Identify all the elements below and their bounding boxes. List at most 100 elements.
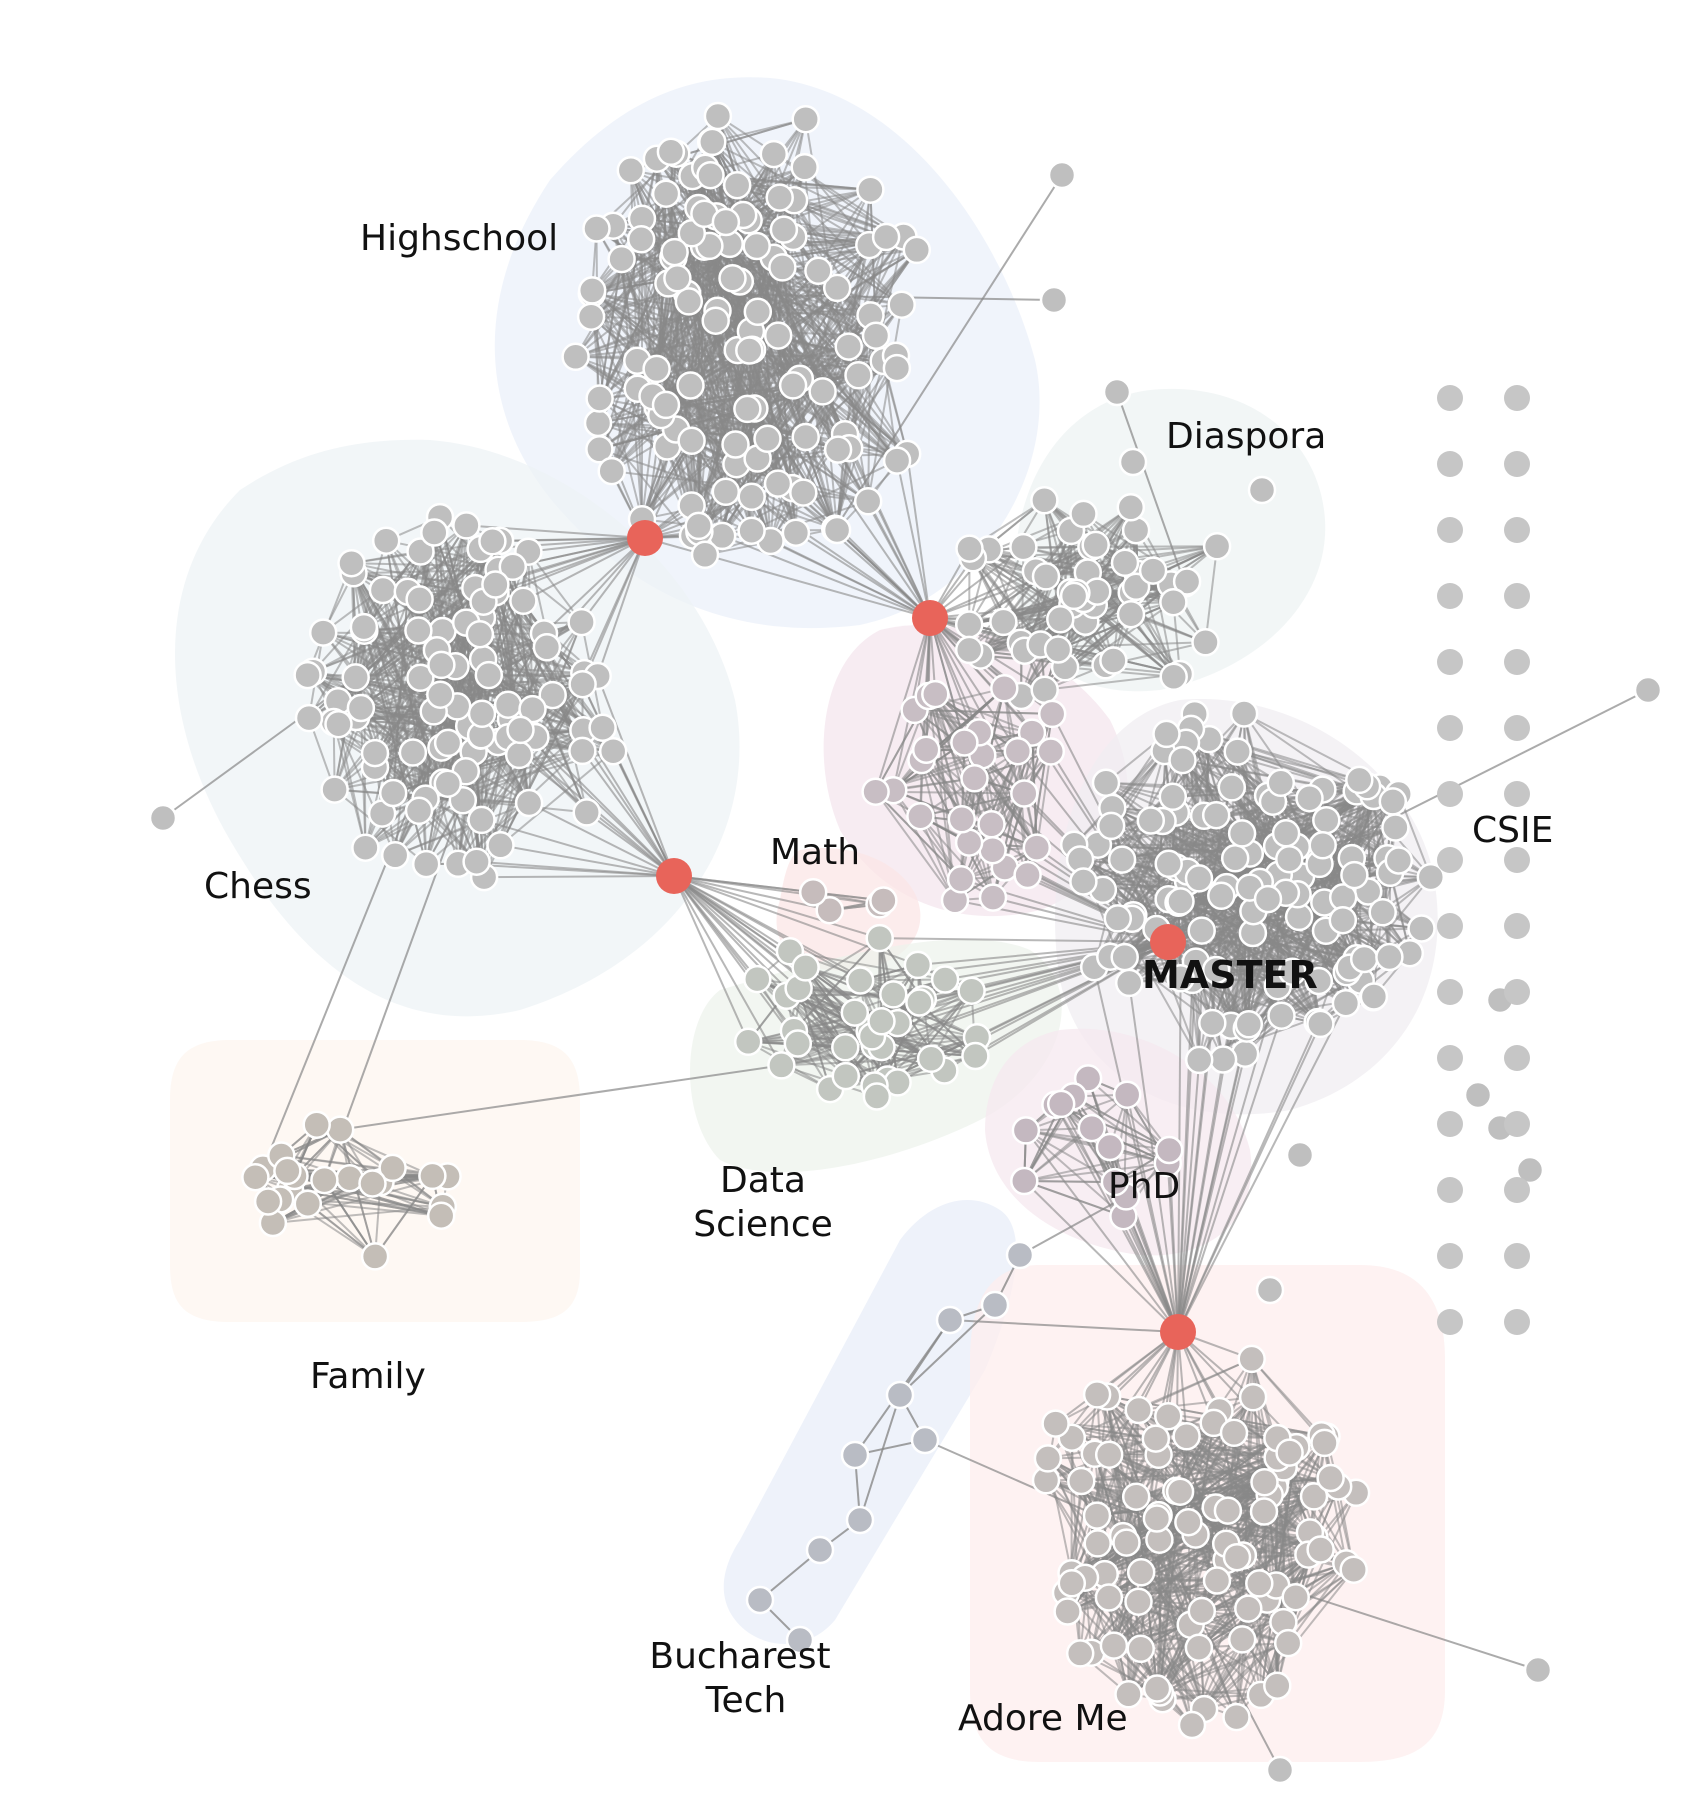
graph-node xyxy=(1116,599,1146,629)
graph-node xyxy=(1331,988,1361,1018)
graph-node xyxy=(946,865,976,894)
graph-node xyxy=(1112,1080,1142,1109)
graph-node xyxy=(1306,1535,1335,1564)
graph-node xyxy=(1159,587,1188,617)
edge xyxy=(610,213,706,472)
edge xyxy=(804,436,931,619)
edge xyxy=(920,792,1025,818)
graph-node xyxy=(677,426,706,456)
edge xyxy=(929,570,1037,619)
graph-node xyxy=(1114,1680,1143,1709)
graph-node xyxy=(1255,1275,1285,1305)
graph-node xyxy=(1172,567,1202,596)
edge xyxy=(673,875,783,1066)
graph-node xyxy=(1114,968,1144,998)
graph-node xyxy=(651,390,681,420)
graph-node xyxy=(1208,1045,1238,1074)
edge xyxy=(1191,1548,1322,1726)
graph-node xyxy=(1304,966,1334,996)
hub-nodes xyxy=(627,520,1196,1350)
graph-node xyxy=(781,518,811,547)
edge xyxy=(337,723,367,848)
graph-node xyxy=(273,1156,302,1186)
hub-node xyxy=(656,858,692,894)
graph-node xyxy=(1285,1140,1315,1170)
edge xyxy=(721,534,931,619)
graph-node xyxy=(903,950,933,980)
graph-node xyxy=(1046,1089,1076,1119)
graph-node xyxy=(1107,845,1137,874)
graph-node xyxy=(1005,1240,1035,1270)
graph-node xyxy=(1065,1639,1095,1668)
edge xyxy=(1071,1331,1179,1439)
graph-node xyxy=(791,953,820,982)
edge xyxy=(968,530,1072,651)
edge xyxy=(1113,1521,1190,1647)
graph-node xyxy=(778,371,808,400)
edge xyxy=(1243,712,1358,793)
edge xyxy=(1024,1149,1170,1182)
graph-node xyxy=(325,1115,355,1144)
edge xyxy=(1019,1195,1127,1256)
graph-node xyxy=(1349,944,1379,974)
csie-node xyxy=(1437,451,1463,477)
graph-node xyxy=(831,1061,861,1091)
graph-node xyxy=(791,104,820,134)
graph-node xyxy=(341,663,370,692)
edge xyxy=(481,818,675,877)
graph-node xyxy=(703,101,733,131)
edge xyxy=(896,460,931,619)
edge xyxy=(499,754,521,846)
graph-node xyxy=(1154,849,1183,879)
edge xyxy=(1072,1095,1170,1151)
graph-node xyxy=(905,988,934,1017)
edge xyxy=(1035,751,1052,848)
graph-node xyxy=(498,552,528,582)
graph-node xyxy=(294,703,324,733)
edge xyxy=(949,1319,1179,1333)
edge xyxy=(896,990,973,1084)
graph-node xyxy=(815,895,844,925)
graph-node xyxy=(1069,867,1098,896)
graph-node xyxy=(597,456,626,486)
graph-node xyxy=(1266,768,1296,798)
graph-node xyxy=(1267,1001,1296,1030)
graph-node xyxy=(1207,881,1236,911)
graph-node xyxy=(427,650,456,680)
graph-node xyxy=(509,586,538,616)
graph-node xyxy=(1184,864,1214,893)
graph-node xyxy=(1234,1594,1263,1623)
graph-node xyxy=(711,207,741,237)
graph-node xyxy=(1011,1116,1041,1145)
graph-node xyxy=(349,612,379,642)
graph-node xyxy=(768,253,797,282)
graph-node xyxy=(804,256,833,286)
graph-node xyxy=(1245,1569,1274,1598)
graph-node xyxy=(759,139,789,169)
graph-node xyxy=(930,965,960,994)
hub-node xyxy=(1150,924,1186,960)
csie-node xyxy=(1437,913,1463,939)
csie-node xyxy=(1504,781,1530,807)
graph-node xyxy=(420,518,449,547)
graph-node xyxy=(474,660,504,690)
edge xyxy=(892,789,956,901)
edge xyxy=(591,315,716,322)
edge xyxy=(363,524,468,628)
graph-node xyxy=(950,728,979,757)
edge xyxy=(1177,1331,1279,1439)
graph-node xyxy=(1095,1132,1125,1162)
graph-node xyxy=(656,137,686,167)
graph-nodes xyxy=(148,101,1663,1785)
edge xyxy=(492,537,646,543)
graph-node xyxy=(426,680,455,709)
graph-node xyxy=(869,886,898,915)
csie-node xyxy=(1437,781,1463,807)
edge xyxy=(925,748,1038,849)
graph-node xyxy=(1110,548,1140,578)
graph-node xyxy=(1039,285,1069,315)
graph-node xyxy=(1222,1542,1252,1572)
graph-node xyxy=(1237,1344,1266,1374)
csie-node xyxy=(1437,649,1463,675)
graph-node xyxy=(906,801,935,831)
